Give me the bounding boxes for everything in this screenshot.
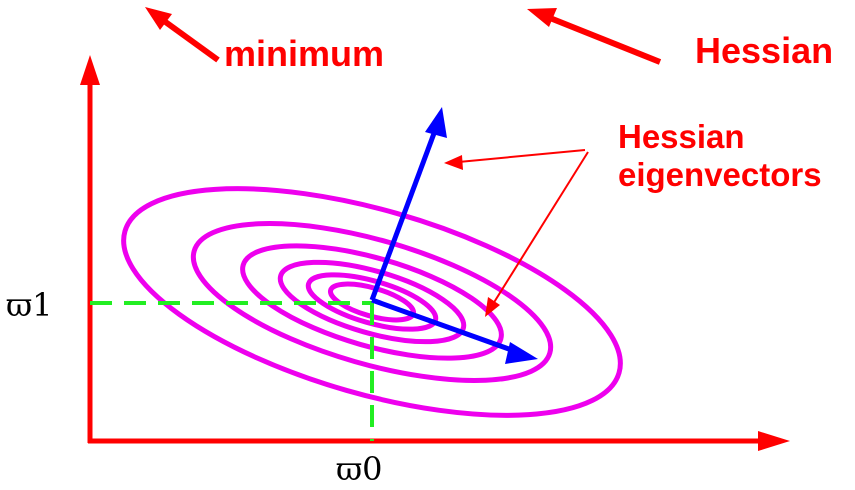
arrow-up-left-icon-2-head: [527, 8, 557, 27]
contour-ellipse-3: [240, 243, 504, 361]
contours: [121, 186, 623, 418]
pointer-to-minor-head: [444, 155, 463, 170]
pointer-to-minor: [447, 149, 586, 164]
top-arrows: [145, 7, 662, 65]
pointer-to-major-head: [485, 297, 500, 317]
contour-ellipse-1: [121, 186, 623, 418]
arrow-up-left-icon: [158, 15, 220, 63]
eigenvector-minor: [369, 127, 439, 301]
eigenvector-pointers: [444, 149, 589, 317]
y-axis-arrowhead: [80, 55, 100, 85]
eigenvectors: [369, 107, 538, 364]
axes: [80, 55, 790, 451]
arrow-up-left-icon-2: [543, 13, 662, 65]
label-minimum: minimum: [224, 33, 384, 74]
arrow-up-left-icon-head: [145, 7, 172, 30]
pointer-to-major: [487, 151, 589, 313]
label-w1: ϖ1: [6, 286, 52, 324]
eigenvector-major: [371, 297, 521, 356]
x-axis-arrowhead: [758, 431, 790, 451]
minimum-guides: [90, 301, 374, 441]
label-w0: ϖ0: [336, 450, 382, 488]
label-hessian: Hessian: [695, 30, 833, 71]
contour-ellipse-2: [190, 221, 554, 383]
eigenvector-minor-arrowhead: [425, 107, 447, 138]
label-hessian-eigen-line2: eigenvectors: [618, 156, 822, 193]
eigenvector-major-arrowhead: [505, 342, 538, 364]
label-hessian-eigen-line1: Hessian: [618, 118, 745, 155]
